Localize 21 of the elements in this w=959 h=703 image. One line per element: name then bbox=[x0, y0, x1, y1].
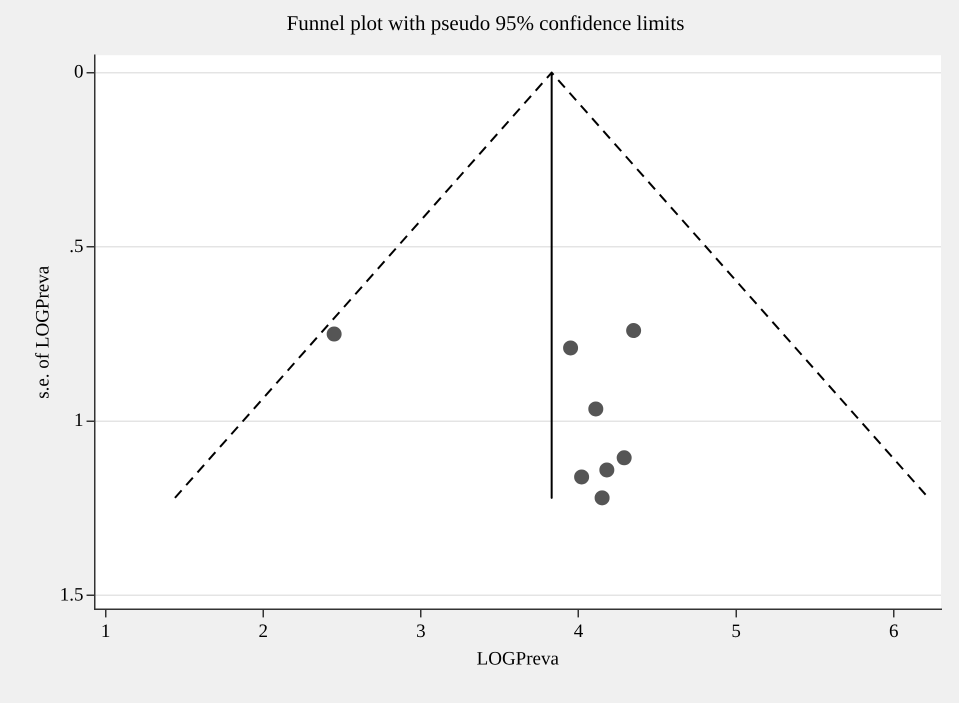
point bbox=[588, 401, 604, 416]
point bbox=[599, 462, 614, 478]
x-tick-label: 3 bbox=[416, 620, 426, 642]
point bbox=[616, 450, 632, 466]
point bbox=[563, 340, 578, 356]
y-tick-label: .5 bbox=[69, 236, 84, 257]
x-tick-label: 1 bbox=[100, 620, 110, 642]
point bbox=[326, 326, 342, 342]
x-tick-label: 5 bbox=[731, 620, 741, 642]
y-tick-label: 1 bbox=[74, 410, 84, 432]
x-tick-label: 2 bbox=[258, 620, 268, 642]
point bbox=[594, 490, 610, 506]
y-tick-label: 0 bbox=[74, 62, 84, 83]
y-axis-title: s.e. of LOGPreva bbox=[32, 265, 54, 399]
x-axis-title: LOGPreva bbox=[476, 648, 560, 670]
chart-title: Funnel plot with pseudo 95% confidence limits bbox=[286, 11, 684, 36]
x-tick-label: 6 bbox=[888, 620, 898, 642]
point bbox=[574, 469, 590, 484]
y-tick-label: 1.5 bbox=[60, 584, 84, 606]
point bbox=[626, 323, 642, 338]
x-tick-label: 4 bbox=[574, 620, 584, 642]
